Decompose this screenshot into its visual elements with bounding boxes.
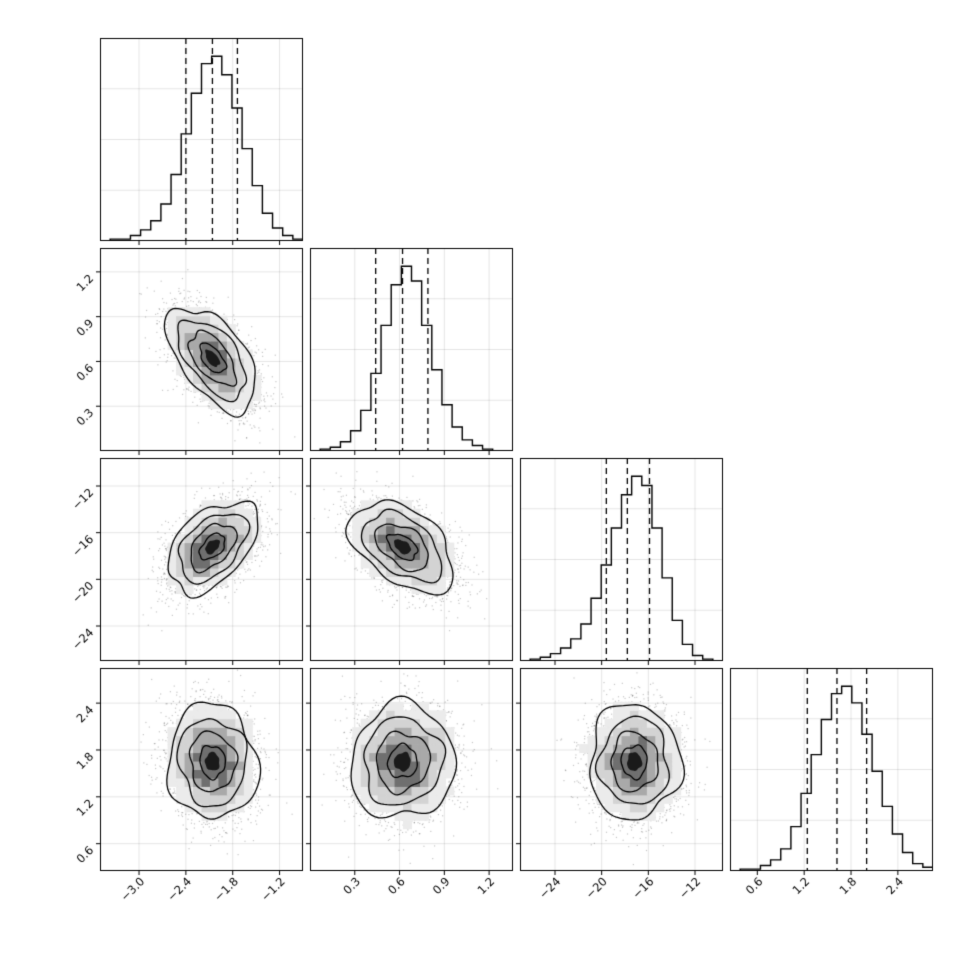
corner-plot-canvas [0, 0, 970, 970]
corner-plot-figure [0, 0, 970, 970]
